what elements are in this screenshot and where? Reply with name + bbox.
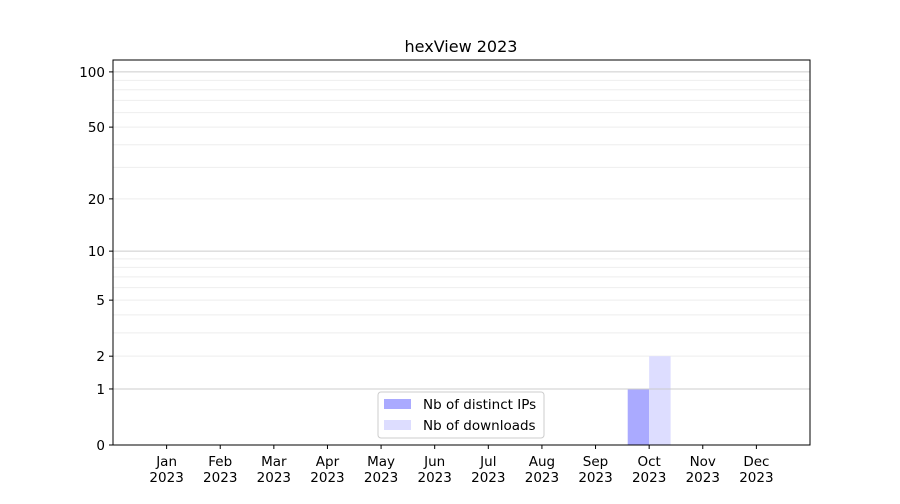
chart-title: hexView 2023 [405, 37, 518, 56]
x-tick-label: Nov 2023 [686, 454, 720, 486]
y-tick-label: 1 [96, 382, 105, 398]
y-tick-label: 50 [88, 120, 105, 136]
legend-label-downloads: Nb of downloads [423, 418, 536, 434]
x-tick-label: Oct 2023 [632, 454, 666, 486]
x-tick-label: Feb 2023 [203, 454, 237, 486]
legend: Nb of distinct IPs Nb of downloads [377, 391, 545, 439]
y-tick-label: 10 [88, 244, 105, 260]
x-tick-label: Mar 2023 [257, 454, 291, 486]
y-tick-label: 5 [96, 293, 105, 309]
legend-label-distinct-ips: Nb of distinct IPs [423, 397, 536, 413]
legend-swatch-downloads [384, 420, 411, 430]
bar [627, 388, 650, 445]
plot-frame [112, 59, 811, 446]
x-tick-label: Aug 2023 [525, 454, 559, 486]
y-tick-label: 100 [79, 65, 105, 81]
y-tick-label: 0 [96, 438, 105, 454]
y-tick-label: 2 [96, 349, 105, 365]
y-tick-label: 20 [88, 192, 105, 208]
x-tick-label: Apr 2023 [310, 454, 344, 486]
gridlines [113, 71, 810, 390]
x-tick-label: Dec 2023 [739, 454, 773, 486]
y-axis: 0 1 2 5 10 20 50 100 [79, 65, 113, 454]
x-tick-label: Sep 2023 [578, 454, 612, 486]
x-tick-label: Jul 2023 [471, 454, 505, 486]
x-axis: Jan 2023 Feb 2023 Mar 2023 Apr 2023 May 2023 Jun 20… [149, 445, 774, 486]
x-tick-label: May 2023 [364, 454, 398, 486]
legend-box [377, 391, 545, 439]
legend-swatch-distinct-ips [384, 399, 411, 409]
x-tick-label: Jun 2023 [418, 454, 452, 486]
x-tick-label: Jan 2023 [149, 454, 183, 486]
bar [649, 356, 671, 445]
bars [113, 356, 810, 445]
